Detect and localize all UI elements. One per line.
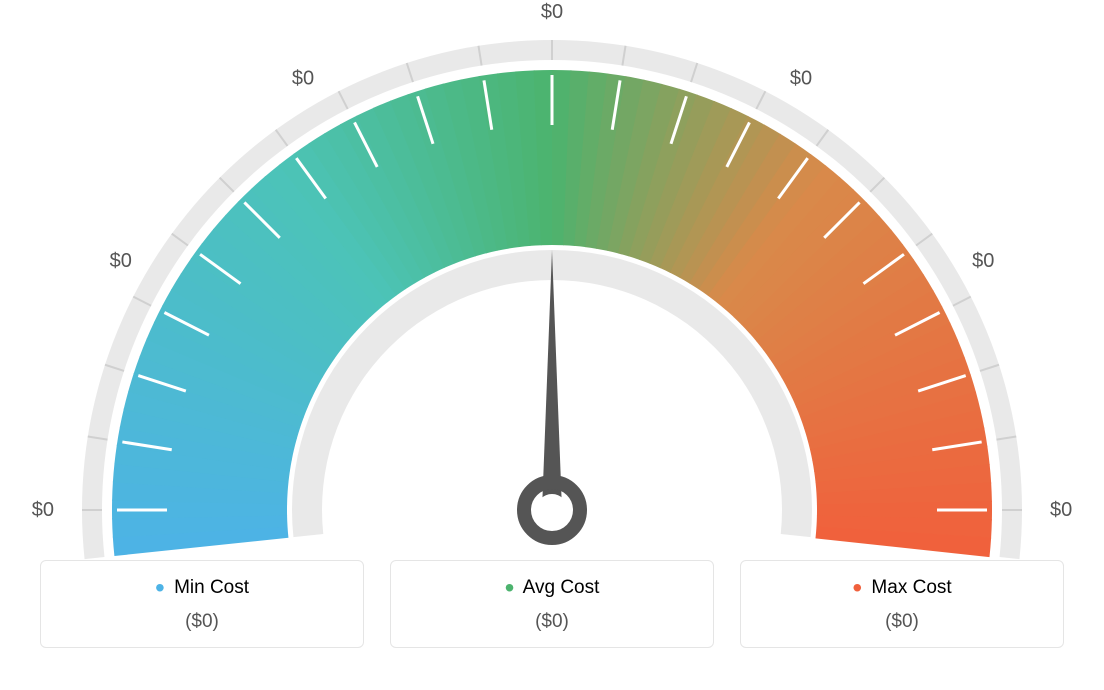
legend-label: Max Cost — [871, 577, 951, 598]
svg-text:$0: $0 — [790, 68, 812, 90]
svg-text:$0: $0 — [110, 250, 132, 272]
legend-value-avg: ($0) — [391, 611, 713, 633]
legend-title-max: • Max Cost — [741, 577, 1063, 599]
dot-icon: • — [852, 572, 862, 603]
svg-text:$0: $0 — [541, 1, 563, 23]
dot-icon: • — [505, 572, 515, 603]
legend-card-avg: • Avg Cost ($0) — [390, 560, 714, 648]
legend-value-min: ($0) — [41, 611, 363, 633]
svg-text:$0: $0 — [1050, 499, 1072, 521]
svg-text:$0: $0 — [292, 68, 314, 90]
legend-title-min: • Min Cost — [41, 577, 363, 599]
svg-text:$0: $0 — [972, 250, 994, 272]
legend-label: Avg Cost — [523, 577, 600, 598]
svg-text:$0: $0 — [32, 499, 54, 521]
legend-row: • Min Cost ($0) • Avg Cost ($0) • Max Co… — [0, 560, 1104, 648]
gauge-svg: $0 $0 $0 $0 $0 $0 $0 — [0, 0, 1104, 560]
dot-icon: • — [155, 572, 165, 603]
legend-title-avg: • Avg Cost — [391, 577, 713, 599]
gauge-chart: $0 $0 $0 $0 $0 $0 $0 — [0, 0, 1104, 560]
legend-card-min: • Min Cost ($0) — [40, 560, 364, 648]
legend-label: Min Cost — [174, 577, 249, 598]
legend-card-max: • Max Cost ($0) — [740, 560, 1064, 648]
legend-value-max: ($0) — [741, 611, 1063, 633]
